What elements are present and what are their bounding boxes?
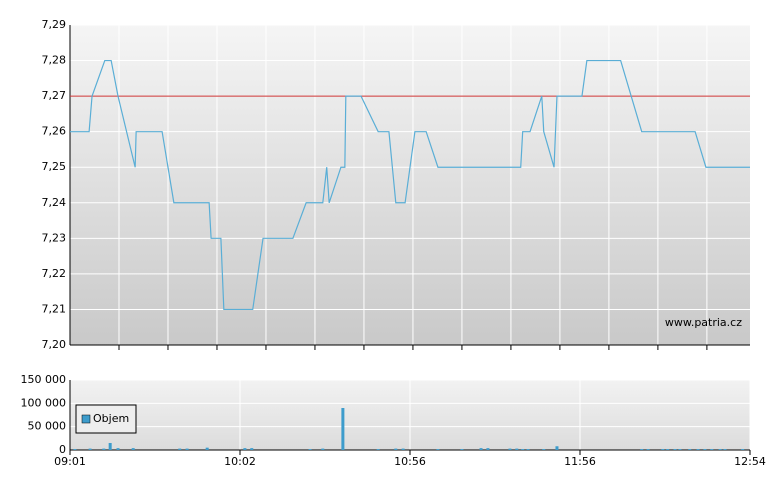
y-tick-label: 7,25 <box>42 160 67 173</box>
plot-area <box>70 25 750 345</box>
volume-bar <box>376 449 380 450</box>
volume-bar <box>555 446 559 450</box>
volume-bar <box>673 449 677 450</box>
volume-bar <box>696 449 700 450</box>
volume-bar <box>646 449 650 450</box>
volume-bar <box>703 449 707 450</box>
volume-bar <box>710 449 714 450</box>
legend-swatch <box>81 414 91 424</box>
x-tick-label: 10:02 <box>224 455 256 468</box>
volume-bar <box>250 448 254 450</box>
volume-bar <box>741 449 745 450</box>
legend-label: Objem <box>93 412 129 425</box>
volume-bar <box>394 448 398 450</box>
volume-bar <box>542 449 546 450</box>
volume-bar <box>73 449 77 450</box>
volume-bar <box>640 449 644 450</box>
y-tick-label: 7,20 <box>42 338 67 351</box>
y-tick-label: 7,22 <box>42 267 67 280</box>
volume-bar <box>666 449 670 450</box>
volume-bar <box>401 448 405 450</box>
y-tick-label: 7,23 <box>42 231 67 244</box>
y-tick-label: 50 000 <box>28 420 67 433</box>
y-tick-label: 0 <box>59 443 66 456</box>
volume-bar <box>508 448 512 450</box>
volume-bar <box>243 448 247 450</box>
volume-bar <box>718 449 722 450</box>
x-tick-label: 12:54 <box>734 455 766 468</box>
volume-bar <box>178 448 182 450</box>
volume-bar <box>88 448 92 450</box>
volume-bar <box>723 449 727 450</box>
volume-bar <box>661 449 665 450</box>
volume-bar <box>678 449 682 450</box>
volume-bar <box>116 448 120 450</box>
volume-bar <box>185 448 189 450</box>
price-line <box>70 59 750 311</box>
volume-bar <box>460 449 464 450</box>
x-tick-label: 09:01 <box>54 455 86 468</box>
volume-bar <box>526 449 530 450</box>
volume-bar <box>688 449 692 450</box>
y-tick-label: 7,29 <box>42 18 67 31</box>
y-tick-label: 7,27 <box>42 89 67 102</box>
volume-bar <box>102 448 106 450</box>
y-tick-label: 7,26 <box>42 125 67 138</box>
y-tick-label: 150 000 <box>21 373 67 386</box>
y-tick-label: 7,21 <box>42 302 67 315</box>
x-tick-label: 11:56 <box>564 455 596 468</box>
y-tick-label: 7,24 <box>42 196 67 209</box>
volume-bar <box>341 408 345 450</box>
volume-bar <box>479 448 483 450</box>
volume-bar <box>321 448 325 450</box>
volume-bar <box>108 443 112 450</box>
volume-bar <box>308 449 312 450</box>
y-tick-label: 100 000 <box>21 396 67 409</box>
volume-bar <box>131 448 135 450</box>
watermark: www.patria.cz <box>665 316 742 329</box>
volume-bar <box>436 449 440 450</box>
volume-bar <box>205 447 209 450</box>
x-tick-label: 10:56 <box>394 455 426 468</box>
volume-bar <box>486 448 490 450</box>
volume-bar <box>515 448 519 450</box>
y-tick-label: 7,28 <box>42 54 67 67</box>
volume-bar <box>521 449 525 450</box>
